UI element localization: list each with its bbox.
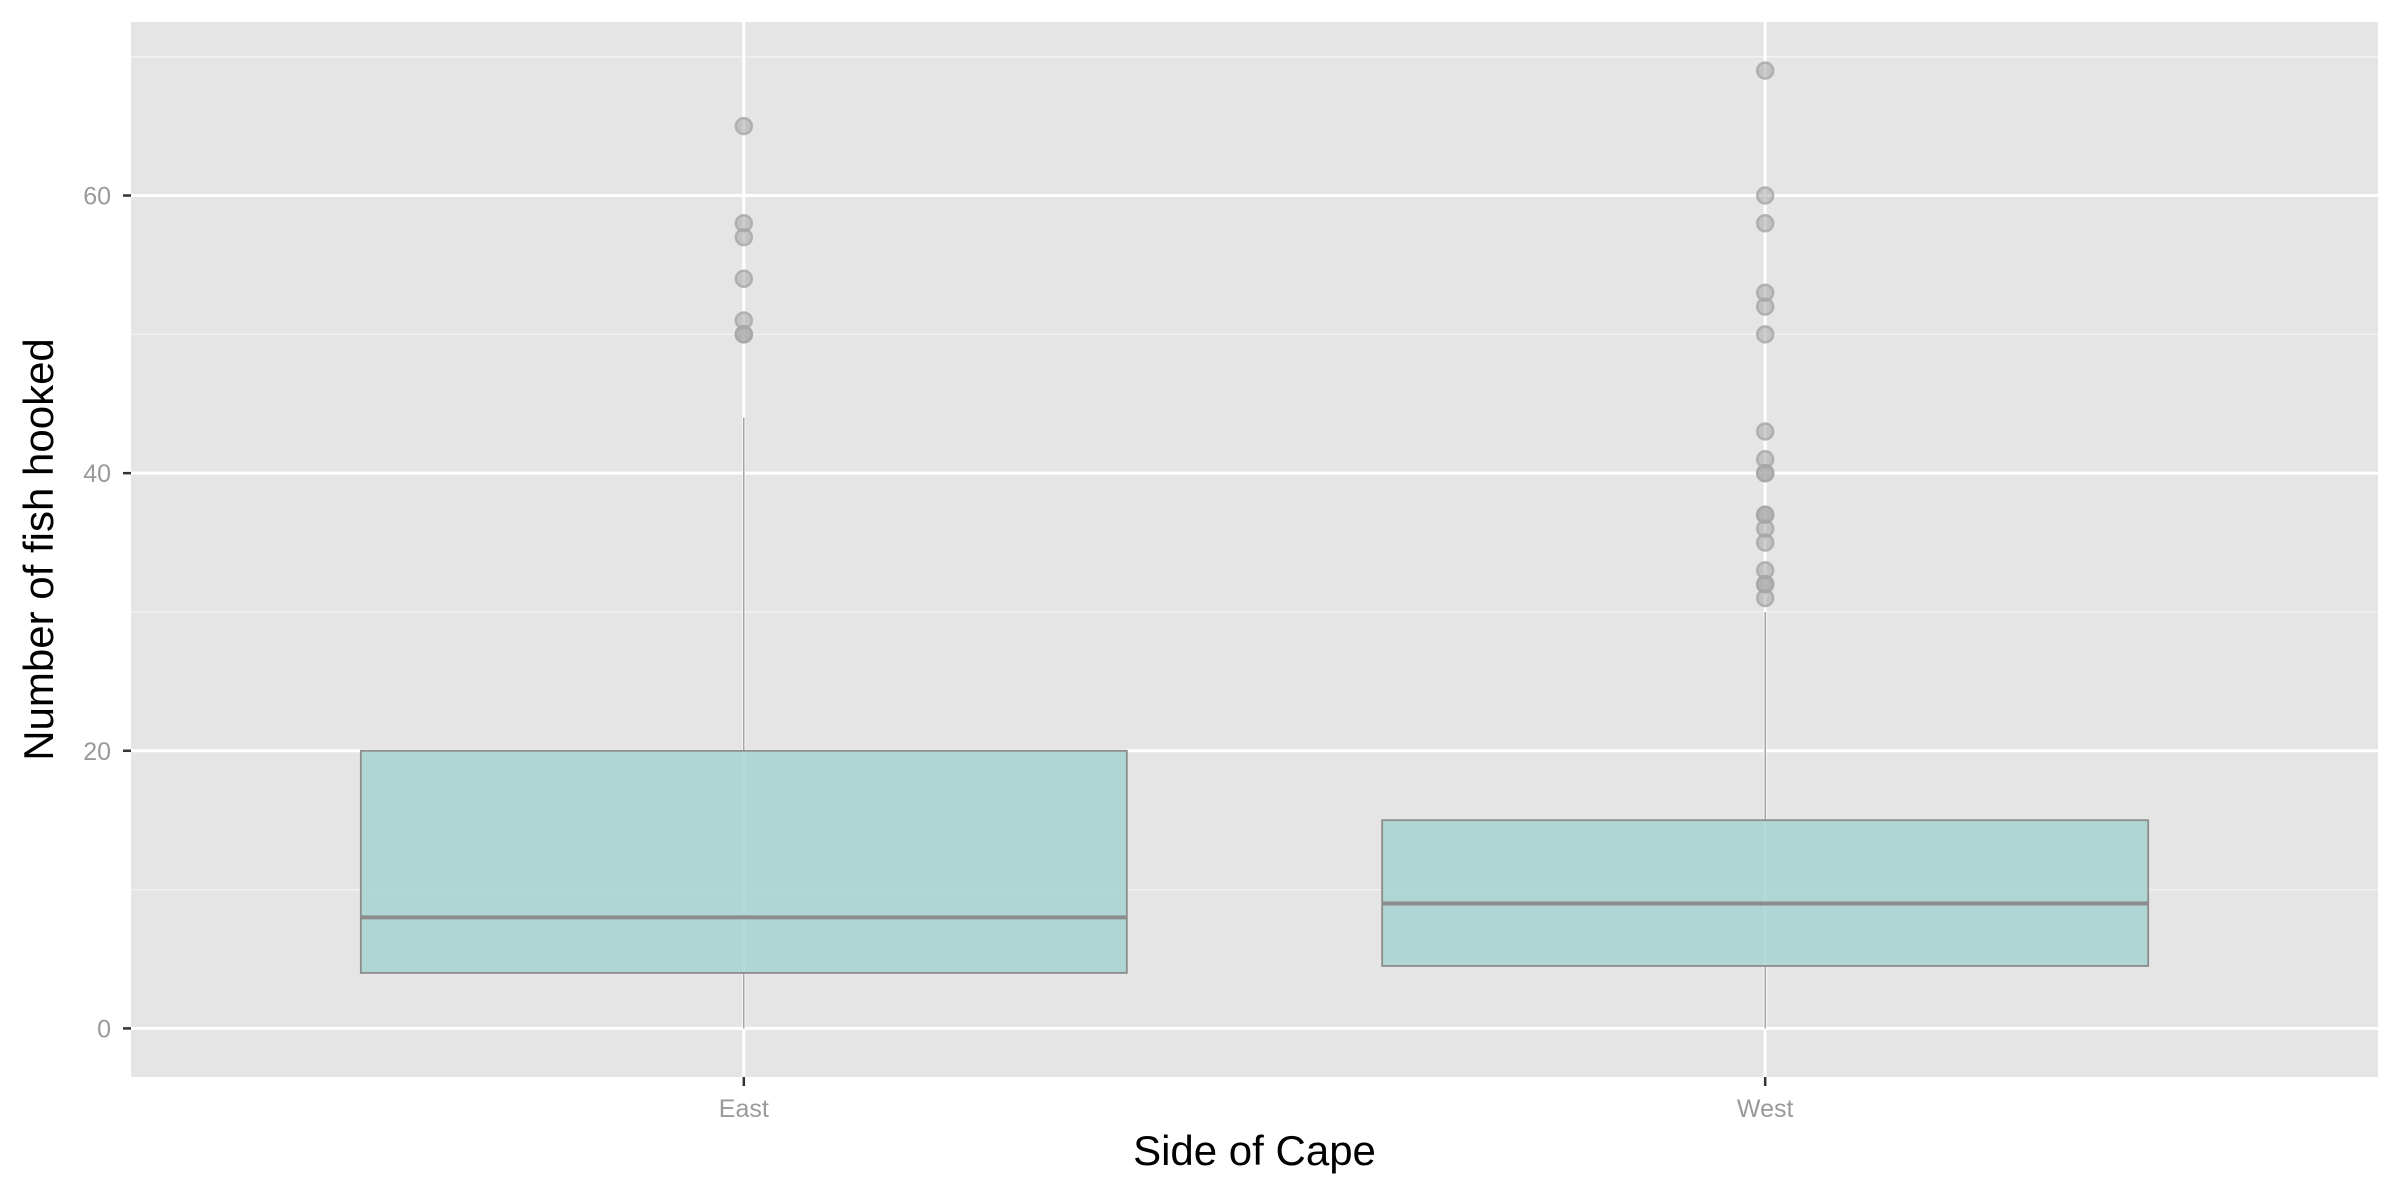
box-body bbox=[359, 749, 1128, 974]
outlier-point bbox=[1755, 422, 1775, 441]
x-axis-title: Side of Cape bbox=[1133, 1127, 1376, 1174]
outlier-point bbox=[1755, 450, 1775, 469]
outlier-point bbox=[1755, 505, 1775, 525]
outlier-point bbox=[734, 311, 754, 330]
y-tick-label: 0 bbox=[97, 1015, 111, 1043]
box-east bbox=[359, 417, 1128, 1029]
x-tick-label: East bbox=[719, 1095, 769, 1123]
outlier-layer bbox=[734, 61, 1775, 608]
y-tick-label: 60 bbox=[83, 183, 111, 211]
outlier-point bbox=[734, 214, 754, 233]
y-tick-label: 40 bbox=[83, 460, 111, 488]
box-layer bbox=[359, 417, 2150, 1029]
x-tick-label: West bbox=[1737, 1095, 1794, 1123]
outlier-point bbox=[1755, 61, 1775, 80]
outlier-point bbox=[1755, 325, 1775, 344]
outlier-point bbox=[1755, 186, 1775, 205]
box-west bbox=[1381, 611, 2150, 1029]
y-tick-label: 20 bbox=[83, 738, 111, 766]
outlier-point bbox=[1755, 283, 1775, 302]
box-body bbox=[1381, 819, 2150, 967]
outlier-point bbox=[1755, 561, 1775, 580]
outlier-point bbox=[734, 269, 754, 289]
outlier-point bbox=[1755, 214, 1775, 233]
x-axis-ticks: East West bbox=[719, 1077, 1794, 1123]
outlier-point bbox=[734, 116, 754, 136]
y-axis-ticks: 0 20 40 60 bbox=[83, 183, 131, 1043]
y-axis-title: Number of fish hooked bbox=[15, 338, 62, 761]
